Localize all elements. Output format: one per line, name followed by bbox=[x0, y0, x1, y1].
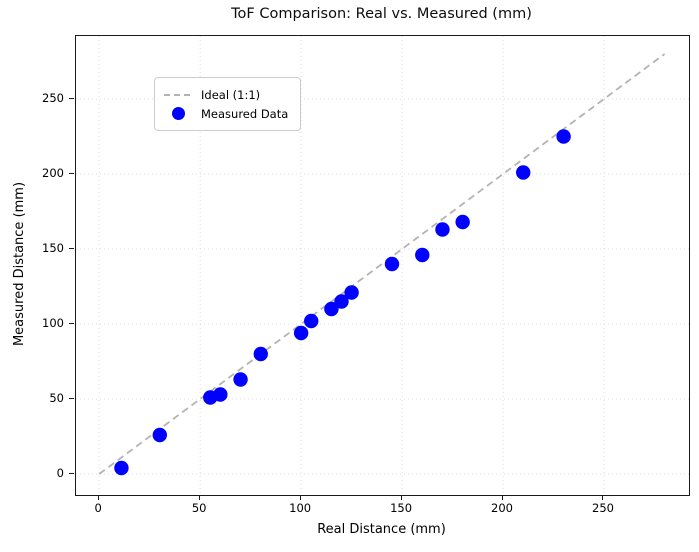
x-tick-mark bbox=[299, 495, 301, 500]
x-tick-mark bbox=[198, 495, 200, 500]
data-point bbox=[556, 129, 571, 144]
dashed-line-icon bbox=[164, 93, 192, 96]
y-tick-label: 200 bbox=[42, 165, 64, 180]
data-point bbox=[344, 285, 359, 300]
legend-label-measured: Measured Data bbox=[201, 106, 289, 121]
y-tick-label: 0 bbox=[56, 465, 64, 480]
data-point bbox=[304, 313, 319, 329]
y-tick-label: 100 bbox=[42, 315, 64, 330]
data-point bbox=[384, 256, 400, 272]
y-tick-mark bbox=[69, 397, 74, 399]
plot-canvas bbox=[76, 36, 689, 495]
data-point bbox=[324, 301, 339, 317]
x-tick-label: 150 bbox=[390, 501, 413, 515]
y-tick-mark bbox=[69, 172, 74, 174]
x-tick-mark bbox=[501, 495, 503, 500]
data-point bbox=[114, 460, 129, 476]
x-tick-label: 0 bbox=[94, 501, 102, 515]
data-point bbox=[435, 222, 450, 237]
y-tick-mark bbox=[69, 247, 74, 249]
legend-item-ideal: Ideal (1:1) bbox=[164, 85, 288, 104]
data-point bbox=[334, 294, 349, 309]
data-point bbox=[253, 346, 268, 362]
ideal-line bbox=[98, 53, 666, 475]
y-tick-label: 250 bbox=[42, 90, 64, 105]
legend-item-measured: Measured Data bbox=[164, 104, 288, 123]
x-tick-mark bbox=[602, 495, 604, 500]
legend-label-ideal: Ideal (1:1) bbox=[201, 87, 261, 102]
legend: Ideal (1:1) Measured Data bbox=[154, 77, 302, 131]
data-point bbox=[455, 214, 470, 230]
data-point bbox=[516, 165, 531, 180]
y-tick-label: 50 bbox=[49, 390, 64, 405]
y-tick-mark bbox=[69, 472, 74, 474]
y-tick-mark bbox=[69, 97, 74, 99]
data-point bbox=[233, 372, 248, 387]
dot-marker-icon bbox=[164, 107, 192, 120]
x-tick-mark bbox=[97, 495, 99, 500]
data-point bbox=[152, 427, 167, 443]
data-point bbox=[415, 247, 430, 263]
data-point bbox=[293, 325, 309, 341]
x-tick-label: 100 bbox=[289, 501, 312, 515]
x-axis-label: Real Distance (mm) bbox=[317, 522, 446, 537]
x-tick-label: 200 bbox=[491, 501, 513, 515]
y-tick-label: 150 bbox=[42, 240, 64, 255]
x-tick-label: 50 bbox=[191, 501, 207, 515]
data-point bbox=[213, 387, 228, 402]
y-tick-mark bbox=[69, 322, 74, 324]
plot-area: Ideal (1:1) Measured Data bbox=[75, 35, 690, 496]
chart-title: ToF Comparison: Real vs. Measured (mm) bbox=[231, 6, 532, 22]
x-tick-label: 250 bbox=[592, 501, 614, 515]
x-tick-mark bbox=[400, 495, 402, 500]
